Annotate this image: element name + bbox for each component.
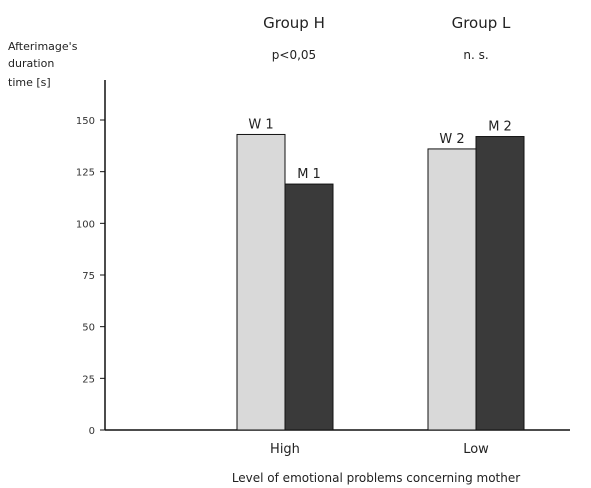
category-label-high: High: [270, 442, 300, 457]
y-axis-label-line-1: Afterimage's: [8, 40, 78, 53]
y-tick-label: 75: [82, 271, 95, 282]
bar-label-m-2: M 2: [488, 120, 512, 135]
y-tick-label: 50: [82, 323, 95, 334]
y-axis-label-line-2: duration: [8, 57, 54, 70]
bar-label-w-1: W 1: [248, 117, 273, 132]
y-tick-label: 0: [89, 426, 95, 437]
bar-m-1: [284, 183, 334, 431]
group-l-title: Group L: [452, 14, 511, 32]
bar-m-2: [475, 136, 525, 431]
bar-label-m-1: M 1: [297, 167, 321, 182]
y-tick-label: 125: [76, 168, 95, 179]
y-tick-label: 25: [82, 374, 95, 385]
bars: W 1 M 1 W 2 M 2: [236, 117, 525, 431]
y-axis-label-line-3: time [s]: [8, 76, 51, 89]
group-h-title: Group H: [263, 14, 325, 32]
y-ticks: 0 25 50 75 100 125 150: [76, 116, 105, 437]
bar-w-2: [427, 148, 477, 431]
group-l-significance: n. s.: [463, 48, 488, 62]
category-label-low: Low: [463, 442, 489, 457]
x-axis-label: Level of emotional problems concerning m…: [232, 471, 520, 485]
y-tick-label: 150: [76, 116, 95, 127]
group-h-significance: p<0,05: [272, 48, 316, 62]
bar-w-1: [236, 133, 286, 431]
bar-label-w-2: W 2: [439, 132, 464, 147]
y-tick-label: 100: [76, 219, 95, 230]
